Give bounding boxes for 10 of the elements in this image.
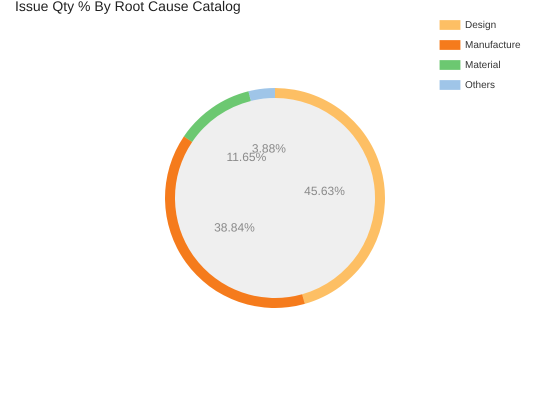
donut-slice: [248, 88, 275, 101]
legend-label: Others: [465, 80, 496, 91]
data-label: 45.63%: [304, 184, 346, 198]
data-label: 38.84%: [214, 220, 256, 234]
legend-label: Design: [465, 20, 496, 31]
chart-title: Issue Qty % By Root Cause Catalog: [15, 0, 241, 14]
donut-slice: [165, 136, 305, 308]
donut-slice: [184, 91, 251, 142]
legend-label: Material: [465, 60, 501, 71]
legend-label: Manufacture: [465, 40, 522, 51]
